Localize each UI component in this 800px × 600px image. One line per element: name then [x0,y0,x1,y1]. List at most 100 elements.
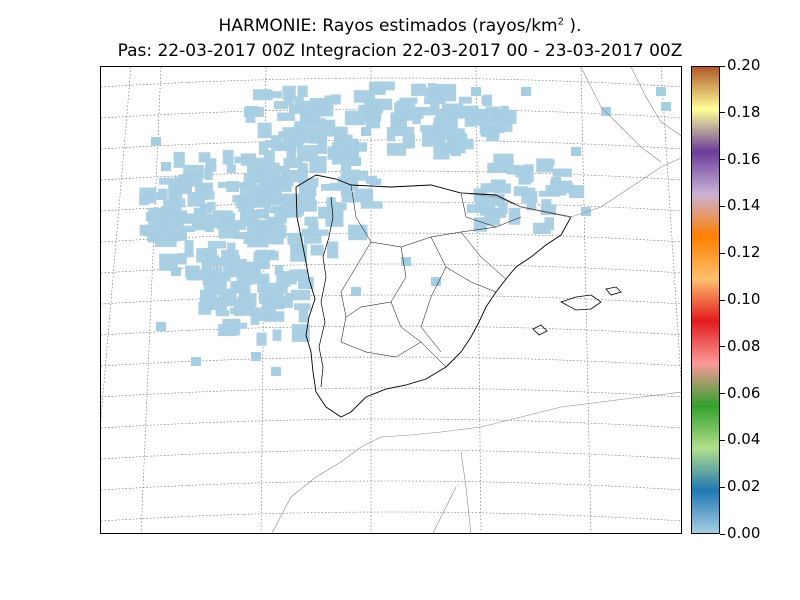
lightning-patch [273,176,294,187]
lightning-patch [272,329,282,341]
colorbar-tick-label: 0.12 [727,243,761,262]
lightning-patch [433,144,450,160]
lightning-patch [268,194,280,206]
lightning-patch [278,210,290,219]
lightning-patch [289,104,306,114]
lightning-patch [513,186,528,196]
lightning-patch [253,172,273,183]
region-border [340,341,447,368]
lightning-patch [661,102,671,111]
lightning-patch [493,153,514,163]
lightning-patch [353,90,375,103]
lightning-patch [348,224,368,241]
lightning-patch [404,107,424,119]
lightning-patch [248,209,258,220]
lightning-patch [251,352,261,361]
lightning-patch [284,293,294,300]
lightning-patch [601,107,611,116]
colorbar-tick-mark [720,346,725,348]
lightning-patch [508,207,521,225]
lightning-patch [492,194,505,207]
lightning-patch [280,277,297,285]
lightning-patch [479,207,496,216]
lightning-patch [277,112,295,121]
lightning-patch [151,137,161,146]
colorbar-tick-mark [720,112,725,114]
lightning-patch [466,204,481,213]
lightning-patch [177,253,187,265]
region-border [345,301,392,318]
graticule-meridian [475,67,482,533]
lightning-patch [341,187,351,196]
lightning-patch [235,220,246,230]
lightning-patch [340,169,361,181]
lightning-patch [476,116,496,125]
region-border [340,241,372,343]
graticule-parallel [101,294,681,305]
lightning-patch [369,178,382,186]
lightning-patch [226,181,240,193]
lightning-patch [257,122,272,139]
graticule-parallel [101,418,681,429]
lightning-patch [174,214,194,224]
lightning-patch [198,301,212,315]
lightning-patch [227,255,241,262]
lightning-patch [430,103,440,112]
lightning-patch [291,289,311,301]
lightning-patch [420,125,439,132]
lightning-patch [401,257,411,266]
lightning-patch [251,235,270,243]
lightning-patch [481,127,491,136]
lightning-patch [207,201,216,211]
lightning-patch [257,263,270,270]
lightning-patch [334,126,348,143]
lightning-patch [386,143,407,156]
lightning-patch [402,134,415,149]
lightning-patch [551,177,561,186]
lightning-patch [258,141,269,155]
lightning-patch [493,183,511,194]
graticule-parallel [101,77,681,88]
lightning-patch [271,367,281,376]
graticule-parallel [101,387,681,398]
lightning-patch [291,324,310,342]
lightning-patch [271,205,289,212]
lightning-patch [207,240,227,249]
lightning-patch [157,221,178,229]
lightning-patch [521,87,531,96]
lightning-patch [515,165,532,178]
lightning-patch [307,222,319,232]
graticule-parallel [101,356,681,367]
lightning-patch [296,145,319,162]
lightning-patch [394,102,403,119]
lightning-patch [235,258,247,274]
lightning-patch [279,296,293,308]
lightning-patch [283,158,303,169]
lightning-patch [291,245,306,254]
lightning-patch [194,221,210,231]
lightning-patch [419,107,437,116]
lightning-patch [293,125,305,137]
lightning-patch [209,255,220,268]
lightning-patch [204,167,213,180]
colorbar [691,66,720,534]
north-africa-coast [271,391,681,533]
lightning-patch [268,183,278,200]
lightning-patch [327,146,336,160]
colorbar-tick-mark [720,252,725,254]
lightning-patch [439,122,450,133]
france-border [460,157,681,218]
africa-border [460,451,472,533]
lightning-patch [318,206,330,219]
graticule-meridian [660,67,681,384]
lightning-patch [306,229,329,236]
colorbar-tick-label: 0.18 [727,102,761,121]
lightning-patch [303,177,319,188]
graticule-parallel [101,263,681,274]
lightning-patch [354,188,373,203]
lightning-patch [234,182,257,189]
lightning-patch [222,149,234,165]
lightning-patch [181,225,196,232]
lightning-patch [172,198,186,208]
lightning-patch [156,322,166,331]
